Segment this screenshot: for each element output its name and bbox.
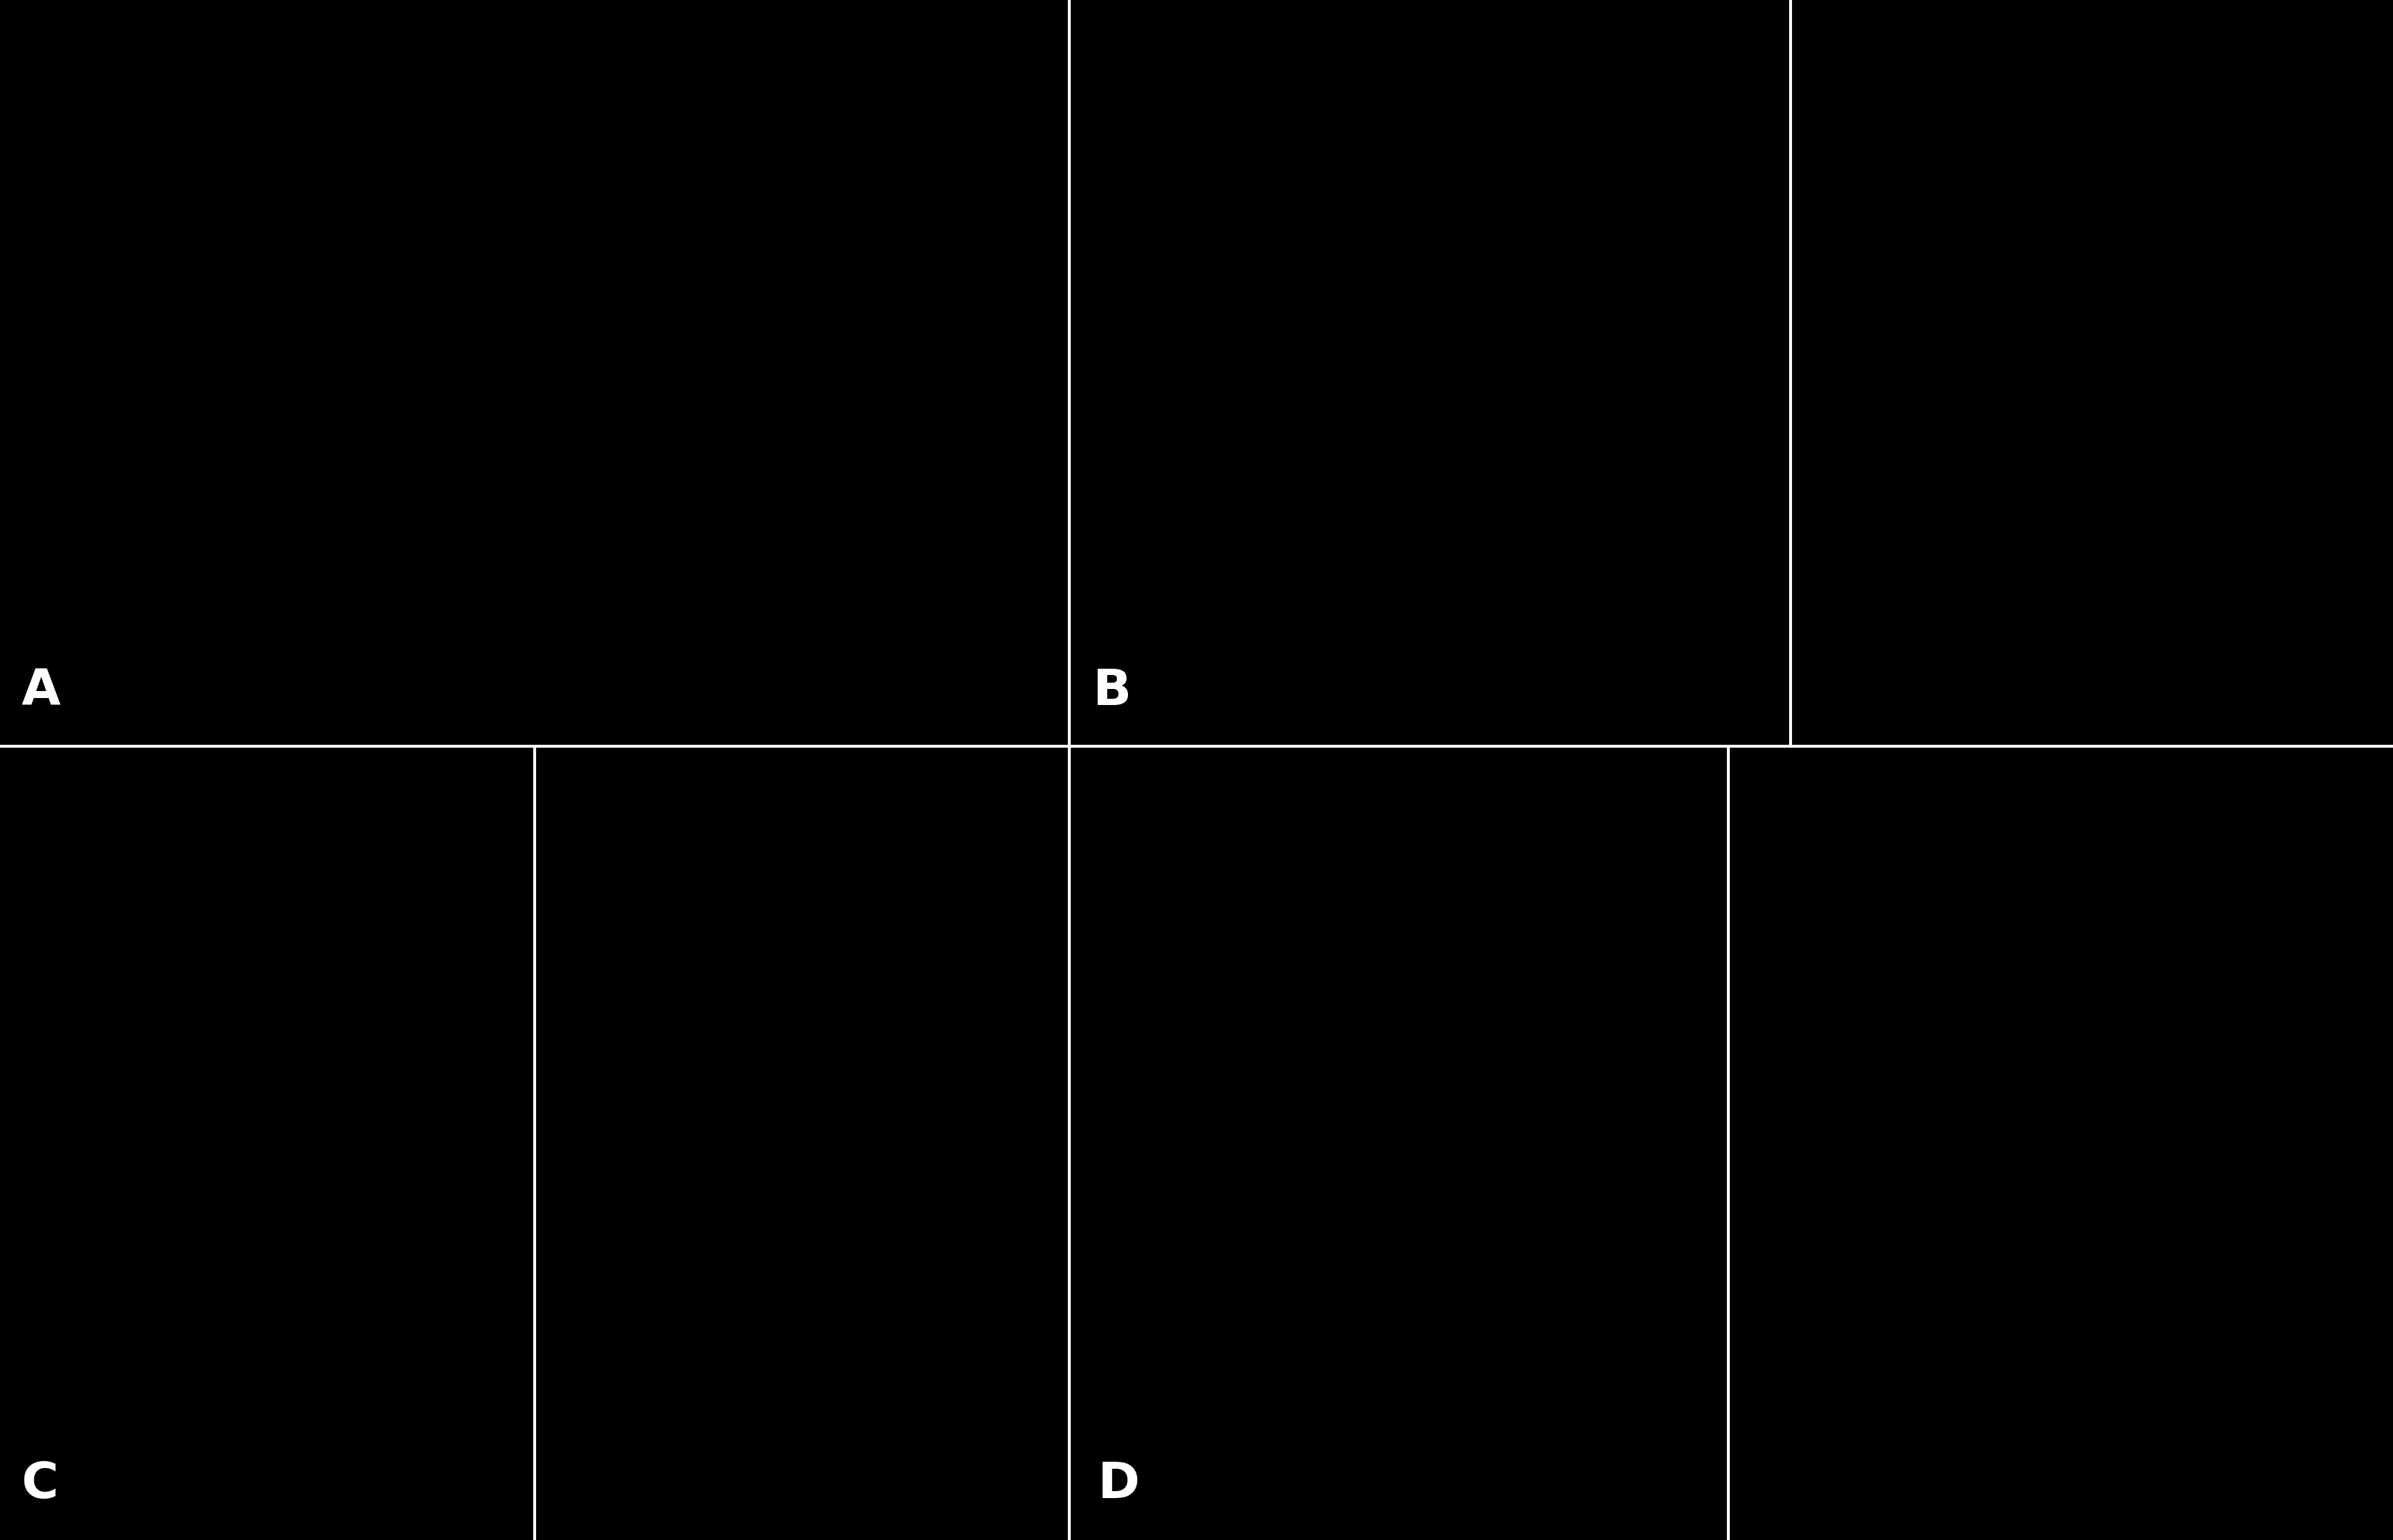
Text: D: D bbox=[1098, 1460, 1139, 1508]
Text: A: A bbox=[22, 667, 60, 715]
Text: B: B bbox=[1094, 667, 1132, 715]
Text: C: C bbox=[22, 1460, 57, 1508]
